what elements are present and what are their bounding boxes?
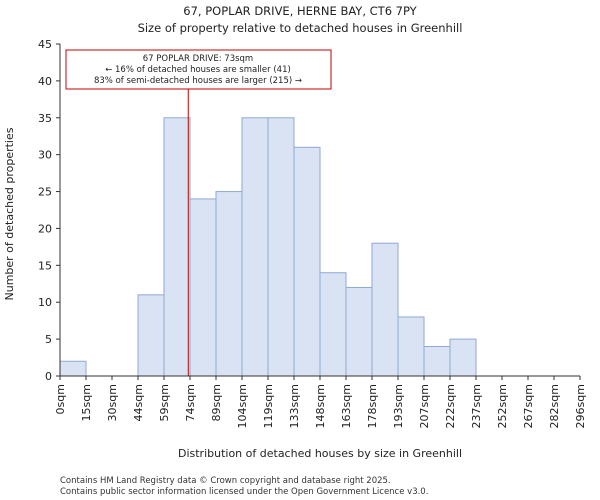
footer-line2: Contains public sector information licen… (60, 487, 428, 497)
x-tick-label: 148sqm (314, 384, 327, 428)
y-tick-label: 25 (38, 186, 52, 199)
x-tick-label: 0sqm (54, 384, 67, 414)
bar (345, 286, 373, 377)
x-tick-label: 89sqm (210, 384, 223, 421)
y-tick-label: 30 (38, 149, 52, 162)
bar (241, 117, 269, 377)
chart-title-line2: Size of property relative to detached ho… (138, 21, 463, 35)
bars (59, 117, 477, 377)
x-tick-label: 296sqm (574, 384, 587, 428)
bar (59, 360, 87, 377)
x-tick-label: 44sqm (132, 384, 145, 421)
bar (397, 316, 425, 377)
y-tick-label: 20 (38, 222, 52, 235)
x-tick-label: 222sqm (444, 384, 457, 428)
x-tick-label: 267sqm (522, 384, 535, 428)
x-tick-label: 178sqm (366, 384, 379, 428)
annotation-line1: 67 POPLAR DRIVE: 73sqm (143, 54, 253, 64)
bar (423, 345, 451, 377)
annotation-line2: ← 16% of detached houses are smaller (41… (105, 65, 291, 75)
x-tick-label: 15sqm (80, 384, 93, 421)
y-axis-label: Number of detached properties (3, 127, 16, 300)
annotation-line3: 83% of semi-detached houses are larger (… (94, 76, 302, 86)
bar (371, 242, 399, 377)
y-tick-label: 40 (38, 75, 52, 88)
bar (319, 272, 347, 377)
x-tick-label: 193sqm (392, 384, 405, 428)
bar (267, 117, 295, 377)
x-tick-label: 104sqm (236, 384, 249, 428)
y-tick-label: 5 (45, 333, 52, 346)
bar (163, 117, 191, 377)
y-axis-ticks: 0 5 10 15 20 25 30 35 40 45 (38, 38, 60, 383)
y-tick-label: 10 (38, 296, 52, 309)
bar (137, 294, 165, 377)
annotation-box: 67 POPLAR DRIVE: 73sqm ← 16% of detached… (65, 49, 332, 90)
x-axis-ticks: 0sqm 15sqm 30sqm 44sqm 59sqm 74sqm 89sqm 104sqm… (54, 376, 587, 428)
annotation-frame (65, 49, 332, 90)
bar (449, 338, 477, 377)
x-tick-label: 133sqm (288, 384, 301, 428)
x-tick-label: 30sqm (106, 384, 119, 421)
y-tick-label: 0 (45, 370, 52, 383)
bar (293, 146, 321, 377)
y-tick-label: 45 (38, 38, 52, 51)
x-tick-label: 237sqm (470, 384, 483, 428)
x-tick-label: 207sqm (418, 384, 431, 428)
bar (189, 198, 217, 377)
x-tick-label: 282sqm (548, 384, 561, 428)
x-tick-label: 59sqm (158, 384, 171, 421)
x-tick-label: 163sqm (340, 384, 353, 428)
chart-title-line1: 67, POPLAR DRIVE, HERNE BAY, CT6 7PY (183, 4, 417, 18)
x-tick-label: 252sqm (496, 384, 509, 428)
x-tick-label: 119sqm (262, 384, 275, 428)
y-tick-label: 35 (38, 112, 52, 125)
x-axis-label: Distribution of detached houses by size … (178, 447, 462, 460)
bar (215, 191, 243, 377)
y-tick-label: 15 (38, 259, 52, 272)
footer-line1: Contains HM Land Registry data © Crown c… (60, 476, 391, 486)
x-tick-label: 74sqm (184, 384, 197, 421)
